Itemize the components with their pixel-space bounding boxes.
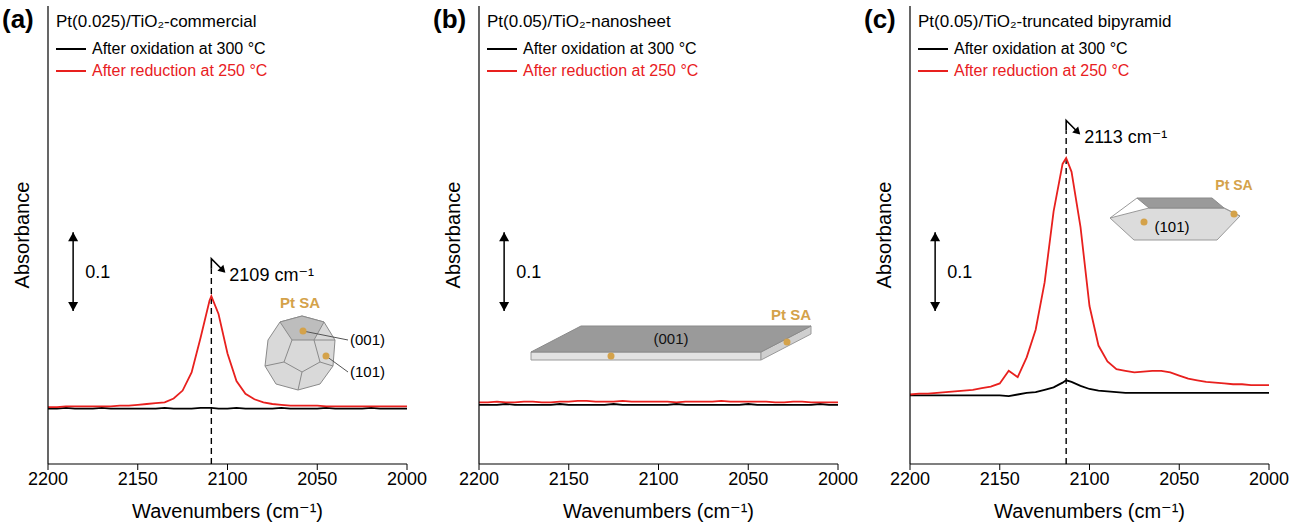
svg-text:(101): (101) (350, 363, 385, 380)
svg-text:(001): (001) (350, 331, 385, 348)
svg-text:2100: 2100 (207, 469, 247, 489)
html-text:Pt(0.05)/TiO₂-truncated bipyra: Pt(0.05)/TiO₂-truncated bipyramid (918, 12, 1172, 31)
svg-text:2000: 2000 (818, 469, 858, 489)
svg-text:(001): (001) (653, 330, 688, 347)
html-text:After oxidation at 300 °C: After oxidation at 300 °C (523, 40, 697, 57)
svg-text:Wavenumbers (cm⁻¹): Wavenumbers (cm⁻¹) (132, 500, 323, 522)
svg-text:Pt SA: Pt SA (1215, 177, 1252, 193)
svg-text:2000: 2000 (387, 469, 427, 489)
svg-text:2200: 2200 (459, 469, 499, 489)
svg-text:2100: 2100 (1069, 469, 1109, 489)
svg-text:2150: 2150 (980, 469, 1020, 489)
svg-text:2200: 2200 (28, 469, 68, 489)
svg-text:0.1: 0.1 (947, 262, 972, 282)
svg-text:Wavenumbers (cm⁻¹): Wavenumbers (cm⁻¹) (994, 500, 1185, 522)
svg-text:2050: 2050 (728, 469, 768, 489)
svg-text:2050: 2050 (297, 469, 337, 489)
svg-text:2050: 2050 (1159, 469, 1199, 489)
html-text:Pt(0.025)/TiO₂-commercial: Pt(0.025)/TiO₂-commercial (56, 12, 257, 31)
html-text:After oxidation at 300 °C: After oxidation at 300 °C (92, 40, 266, 57)
html-text:After reduction at 250 °C: After reduction at 250 °C (954, 62, 1130, 79)
svg-text:2150: 2150 (549, 469, 589, 489)
html-text:Absorbance: Absorbance (872, 181, 895, 289)
svg-text:Wavenumbers (cm⁻¹): Wavenumbers (cm⁻¹) (563, 500, 754, 522)
html-text:(c): (c) (864, 4, 896, 34)
html-text:After oxidation at 300 °C: After oxidation at 300 °C (954, 40, 1128, 57)
svg-text:2113 cm⁻¹: 2113 cm⁻¹ (1084, 127, 1167, 147)
svg-text:2150: 2150 (118, 469, 158, 489)
svg-text:2109 cm⁻¹: 2109 cm⁻¹ (229, 265, 314, 285)
html-text:Pt(0.05)/TiO₂-nanosheet: Pt(0.05)/TiO₂-nanosheet (487, 12, 671, 31)
svg-text:0.1: 0.1 (85, 262, 110, 282)
svg-text:0.1: 0.1 (516, 262, 541, 282)
svg-text:Pt SA: Pt SA (280, 294, 320, 311)
html-text:After reduction at 250 °C: After reduction at 250 °C (92, 62, 268, 79)
html-text:Absorbance: Absorbance (441, 181, 464, 289)
svg-text:Pt SA: Pt SA (771, 306, 811, 323)
svg-text:2200: 2200 (890, 469, 930, 489)
html-text:(b): (b) (433, 4, 467, 34)
html-text:Absorbance: Absorbance (10, 181, 33, 289)
html-text:After reduction at 250 °C: After reduction at 250 °C (523, 62, 699, 79)
svg-text:(101): (101) (1154, 218, 1189, 235)
html-text:(a): (a) (2, 4, 34, 34)
svg-text:2000: 2000 (1249, 469, 1289, 489)
svg-text:2100: 2100 (638, 469, 678, 489)
